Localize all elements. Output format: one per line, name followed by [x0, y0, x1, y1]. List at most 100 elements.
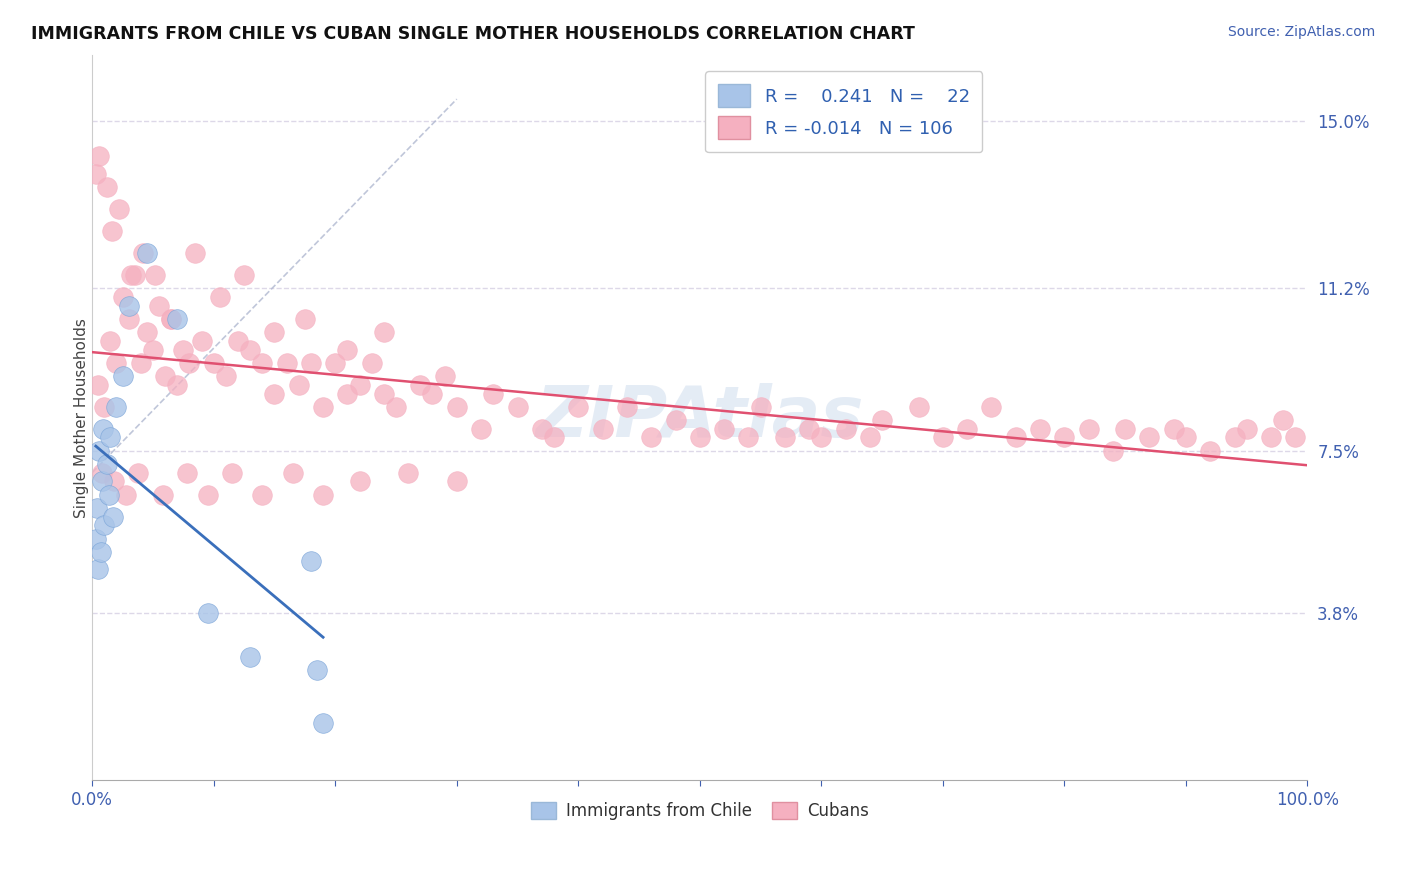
Point [89, 149, 111, 163]
Point [799, 422, 821, 436]
Point [120, 268, 142, 282]
Point [385, 400, 408, 414]
Point [96, 180, 118, 194]
Point [1114, 422, 1136, 436]
Point [834, 422, 856, 436]
Point [1139, 430, 1161, 444]
Point [100, 224, 122, 238]
Point [197, 488, 219, 502]
Point [1272, 413, 1295, 427]
Point [956, 422, 979, 436]
Point [592, 422, 614, 436]
Point [190, 334, 212, 348]
Point [446, 475, 468, 489]
Text: IMMIGRANTS FROM CHILE VS CUBAN SINGLE MOTHER HOUSEHOLDS CORRELATION CHART: IMMIGRANTS FROM CHILE VS CUBAN SINGLE MO… [31, 25, 915, 43]
Point [482, 386, 505, 401]
Legend: Immigrants from Chile, Cubans: Immigrants from Chile, Cubans [524, 795, 876, 826]
Point [349, 377, 371, 392]
Point [142, 343, 165, 357]
Point [176, 466, 198, 480]
Point [1053, 430, 1076, 444]
Point [252, 356, 274, 370]
Point [276, 356, 298, 370]
Point [349, 475, 371, 489]
Point [932, 430, 955, 444]
Point [1102, 443, 1125, 458]
Point [616, 400, 638, 414]
Point [312, 716, 335, 731]
Point [1163, 422, 1185, 436]
Point [737, 430, 759, 444]
Point [179, 356, 201, 370]
Point [689, 430, 711, 444]
Point [93, 400, 115, 414]
Point [239, 650, 262, 665]
Point [433, 368, 456, 383]
Point [1004, 430, 1026, 444]
Point [859, 430, 882, 444]
Point [86, 500, 108, 515]
Point [215, 368, 238, 383]
Point [160, 311, 183, 326]
Point [409, 377, 432, 392]
Point [132, 246, 155, 260]
Point [530, 422, 553, 436]
Point [100, 334, 122, 348]
Point [166, 311, 188, 326]
Point [87, 377, 110, 392]
Point [105, 356, 128, 370]
Point [148, 299, 170, 313]
Point [90, 545, 112, 559]
Point [323, 356, 346, 370]
Point [422, 386, 444, 401]
Point [226, 334, 249, 348]
Y-axis label: Single Mother Households: Single Mother Households [73, 318, 89, 517]
Point [1223, 430, 1246, 444]
Point [145, 268, 167, 282]
Point [105, 400, 128, 414]
Point [90, 466, 112, 480]
Point [506, 400, 529, 414]
Point [1174, 430, 1197, 444]
Point [640, 430, 662, 444]
Point [470, 422, 492, 436]
Point [84, 167, 107, 181]
Point [96, 457, 118, 471]
Point [166, 377, 188, 392]
Point [101, 509, 124, 524]
Point [93, 518, 115, 533]
Point [160, 311, 183, 326]
Point [263, 386, 285, 401]
Point [1260, 430, 1282, 444]
Point [1284, 430, 1306, 444]
Text: Source: ZipAtlas.com: Source: ZipAtlas.com [1227, 25, 1375, 39]
Point [907, 400, 929, 414]
Point [294, 311, 316, 326]
Point [312, 400, 335, 414]
Point [111, 368, 134, 383]
Point [129, 356, 152, 370]
Point [1077, 422, 1099, 436]
Point [373, 386, 395, 401]
Point [202, 356, 225, 370]
Point [239, 343, 262, 357]
Point [305, 664, 328, 678]
Point [135, 325, 157, 339]
Point [373, 325, 395, 339]
Point [446, 400, 468, 414]
Point [208, 290, 231, 304]
Point [84, 532, 107, 546]
Point [87, 562, 110, 576]
Point [980, 400, 1002, 414]
Point [773, 430, 796, 444]
Point [336, 386, 359, 401]
Point [543, 430, 565, 444]
Point [115, 488, 138, 502]
Point [184, 246, 207, 260]
Point [360, 356, 382, 370]
Point [252, 488, 274, 502]
Point [1029, 422, 1052, 436]
Point [111, 290, 134, 304]
Point [124, 268, 146, 282]
Point [870, 413, 893, 427]
